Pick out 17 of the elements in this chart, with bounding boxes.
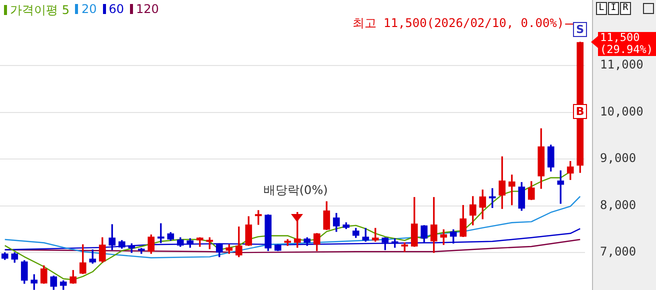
text: L [596, 2, 607, 15]
y-tick-label: 11,000 [600, 58, 644, 72]
annotation: S [573, 22, 588, 38]
annotation: B [573, 104, 588, 120]
y-tick-label: 8,000 [600, 198, 636, 212]
legend-label: 60 [108, 2, 124, 18]
legend-label: 가격이평 5 [9, 2, 70, 19]
y-tick-label: 7,000 [600, 244, 636, 259]
text: R [620, 2, 631, 15]
y-tick-label: 10,000 [600, 104, 644, 118]
annotation: 최고 11,500(2026/02/10, 0.00%) [352, 16, 564, 30]
legend-label: 120 [135, 2, 159, 18]
text: I [608, 2, 619, 15]
legend-label: 20 [80, 2, 97, 18]
annotation: 배당락(0%) [263, 182, 328, 200]
y-tick-label: 9,000 [600, 151, 636, 166]
text: 11,500 (29.94%) [598, 31, 656, 56]
